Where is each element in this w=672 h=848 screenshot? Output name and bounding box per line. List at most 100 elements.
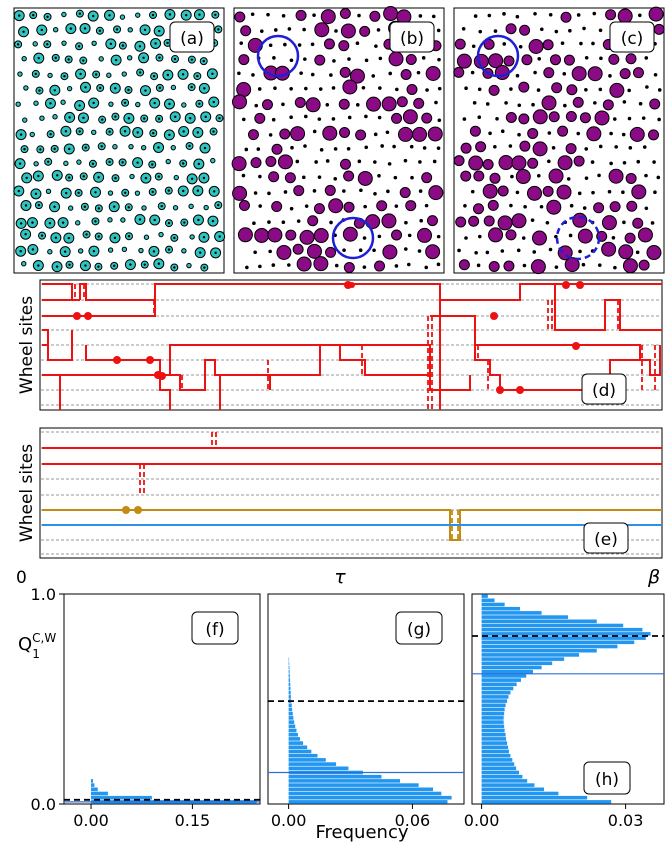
occupied-site [631, 184, 647, 200]
marker-d-6 [146, 356, 154, 364]
histogram-bar [481, 598, 495, 603]
lattice-site [181, 248, 187, 254]
empty-site [431, 14, 436, 19]
empty-site [425, 88, 429, 92]
occupied-site [250, 157, 262, 169]
lattice-site [120, 217, 126, 223]
empty-site [342, 189, 346, 193]
occupied-site [469, 125, 481, 137]
lattice-site-core [17, 189, 21, 193]
empty-site [237, 71, 241, 76]
occupied-site [473, 170, 485, 182]
lattice-site-core [64, 130, 68, 133]
lattice-site-core [56, 174, 59, 177]
empty-site [627, 116, 632, 121]
lattice-site-core [158, 56, 161, 59]
empty-site [584, 87, 588, 92]
empty-site [358, 248, 363, 253]
empty-site [485, 250, 490, 255]
marker-d-10 [562, 281, 570, 289]
empty-site [331, 117, 336, 121]
empty-site [473, 14, 478, 18]
occupied-site [405, 53, 417, 65]
lattice-site [107, 190, 114, 196]
empty-site [584, 55, 589, 60]
occupied-site [313, 228, 329, 244]
lattice-site-core [49, 102, 52, 105]
empty-site [562, 72, 567, 76]
histogram-bar [481, 787, 544, 792]
empty-site [650, 221, 655, 225]
empty-site [463, 203, 467, 208]
histogram-bar [288, 682, 291, 687]
lattice-site-core [143, 263, 146, 266]
occupied-site [541, 95, 557, 111]
occupied-site [240, 25, 252, 37]
histogram-bar [288, 749, 312, 754]
lattice-site [23, 85, 29, 91]
panel-d-label: (d) [592, 381, 616, 401]
occupied-site [391, 112, 403, 124]
histogram-bar [288, 690, 291, 695]
occupied-site [556, 184, 572, 200]
occupied-site [625, 53, 637, 65]
lattice-site-core [37, 174, 40, 178]
occupied-site [238, 54, 250, 66]
occupied-site [632, 217, 644, 229]
lattice-site-core [168, 133, 171, 137]
histogram-bar [481, 745, 508, 750]
empty-site [421, 56, 426, 60]
empty-site [329, 73, 333, 77]
empty-site [363, 204, 367, 209]
lattice-site-core [34, 192, 38, 196]
q-axis-label: QC,W 1 [18, 631, 56, 661]
empty-site [250, 12, 255, 17]
occupied-site [232, 185, 248, 201]
lattice-site [186, 262, 192, 269]
occupied-site [548, 168, 564, 184]
occupied-site [296, 256, 312, 272]
lattice-site [121, 71, 127, 77]
empty-site [251, 73, 255, 77]
occupied-site [518, 113, 530, 125]
histogram-bar [288, 678, 291, 682]
lattice-site [165, 158, 171, 165]
lattice-site-core [91, 162, 95, 165]
empty-site [267, 191, 271, 196]
empty-site [518, 44, 523, 49]
empty-site [364, 114, 368, 119]
histogram-bar [91, 779, 94, 783]
histogram-g: 0.00 0.06 (g) [267, 593, 465, 830]
histogram-bar [481, 615, 568, 619]
occupied-site [527, 127, 539, 139]
occupied-site [571, 66, 587, 82]
empty-site [257, 87, 262, 91]
empty-site [347, 115, 352, 120]
histogram-bar [481, 682, 517, 687]
empty-site [591, 41, 595, 46]
occupied-site [338, 40, 350, 52]
histogram-bar [481, 711, 505, 716]
empty-site [417, 249, 422, 253]
lattice-site-core [174, 115, 177, 118]
occupied-site [460, 142, 472, 154]
occupied-site [381, 96, 397, 112]
empty-site [289, 58, 294, 63]
marker-d-5 [113, 356, 121, 364]
histogram-bar [288, 665, 290, 670]
empty-site [517, 103, 522, 108]
lattice-site-core [54, 56, 57, 60]
histogram-bar [288, 758, 326, 762]
empty-site [592, 11, 597, 16]
empty-site [621, 190, 625, 195]
occupied-site [648, 129, 660, 141]
occupied-site [511, 155, 527, 171]
lattice-site-core [97, 207, 101, 210]
empty-site [416, 70, 421, 75]
occupied-site [468, 155, 484, 171]
lattice-site-core [68, 263, 71, 266]
occupied-site [456, 53, 472, 69]
occupied-site [427, 126, 443, 142]
occupied-site [557, 125, 569, 137]
